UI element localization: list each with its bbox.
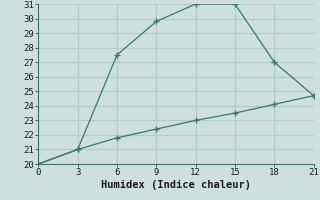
X-axis label: Humidex (Indice chaleur): Humidex (Indice chaleur) [101,180,251,190]
